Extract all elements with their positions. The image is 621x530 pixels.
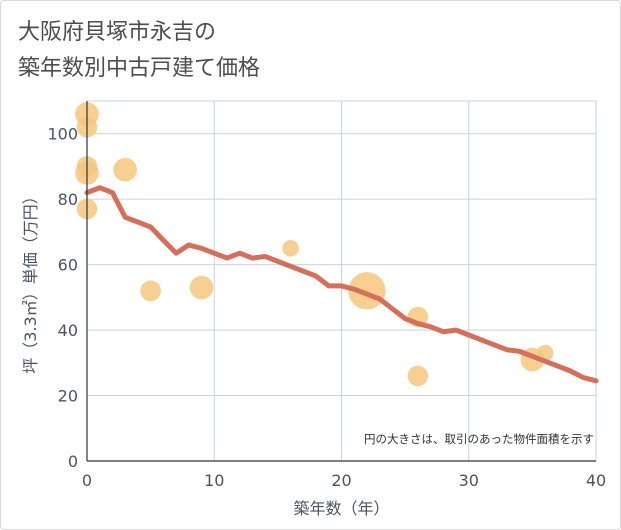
x-tick-label: 10 xyxy=(204,471,224,490)
x-tick-label: 0 xyxy=(82,471,92,490)
x-tick-label: 30 xyxy=(459,471,479,490)
y-tick-label: 100 xyxy=(47,125,78,144)
x-tick-label: 20 xyxy=(331,471,351,490)
data-bubble xyxy=(282,239,299,257)
chart-title-line2: 築年数別中古戸建て価格 xyxy=(18,56,261,81)
trend-line xyxy=(84,185,599,384)
data-bubble xyxy=(189,275,214,300)
y-tick-label: 80 xyxy=(58,190,78,209)
grid-lines xyxy=(87,100,597,461)
y-tick-label: 60 xyxy=(58,256,78,275)
data-bubble xyxy=(407,365,429,387)
size-legend-note: 円の大きさは、取引のあった物件面積を示す xyxy=(364,432,594,446)
data-bubble xyxy=(140,280,161,302)
chart-title: 大阪府貝塚市永吉の 築年数別中古戸建て価格 xyxy=(18,15,260,87)
y-tick-label: 0 xyxy=(68,452,78,471)
axes: 0 10 20 30 40 0 20 40 60 80 100 xyxy=(47,101,606,490)
y-axis-title: 坪（3.3㎡）単価（万円） xyxy=(21,188,40,373)
x-tick-label: 40 xyxy=(586,471,606,490)
y-tick-label: 20 xyxy=(58,387,78,406)
y-tick-label: 40 xyxy=(58,321,78,340)
x-axis-title: 築年数（年） xyxy=(293,499,389,518)
chart-title-line1: 大阪府貝塚市永吉の xyxy=(18,20,217,45)
data-bubble xyxy=(113,157,137,182)
